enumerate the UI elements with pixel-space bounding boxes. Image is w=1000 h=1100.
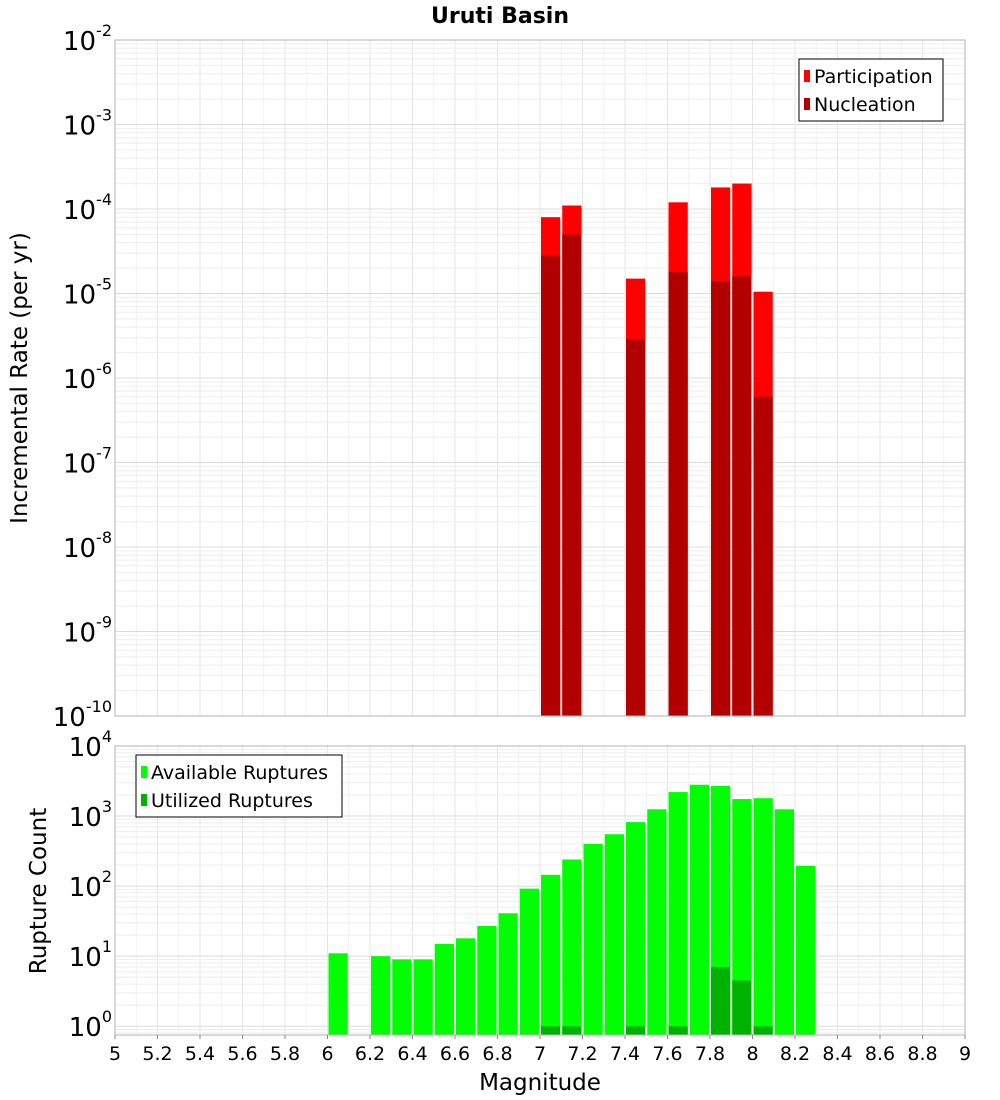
count-bar-a [477,925,497,1035]
rate-bar-b [626,338,646,716]
x-tick-label: 7 [534,1043,546,1065]
chart-title: Uruti Basin [431,4,569,29]
count-bar-a [541,874,561,1035]
x-tick-label: 8.6 [865,1043,895,1065]
count-bar-a [796,865,816,1035]
count-bar-a [328,953,348,1035]
count-y-tick-label: 104 [69,727,112,763]
x-tick-label: 5.6 [227,1043,257,1065]
count-y-tick-label: 101 [69,937,112,973]
rate-bars [541,183,773,717]
x-tick-label: 8.4 [822,1043,852,1065]
count-bar-a [668,792,688,1035]
rate-bar-b [732,276,752,716]
x-tick-label: 6.4 [397,1043,427,1065]
count-bar-a [626,822,646,1035]
rate-legend: Participation Nucleation [798,58,944,122]
magnitude-x-ticks: 5 5.2 5.4 5.6 5.8 6 6.2 6.4 6.6 6.8 7 7.2 7.4 7.6 7.8 8… [109,1035,971,1065]
count-bar-b [562,1026,582,1035]
x-tick-label: 5.8 [270,1043,300,1065]
rate-legend-swatch [804,70,810,82]
x-tick-label: 8 [746,1043,758,1065]
rate-plot: 10-10 10-9 10-8 10-7 10-6 10-5 10-4 10-3 10-2 In… [7,21,966,733]
count-bar-a [371,956,391,1035]
count-bar-a [498,913,518,1035]
count-legend-box [135,754,343,818]
x-tick-label: 5.4 [185,1043,215,1065]
count-bar-a [689,784,709,1035]
rate-plot-frame [114,39,966,717]
count-y-axis-label: Rupture Count [26,808,52,974]
count-gridlines [114,746,966,1035]
count-bar-a [774,809,794,1035]
x-tick-label: 7.6 [652,1043,682,1065]
rate-legend-box [798,58,944,122]
rate-y-tick-label: 10-3 [63,106,112,142]
x-tick-label: 5 [109,1043,121,1065]
x-tick-label: 6.2 [355,1043,385,1065]
count-bar-b [732,980,752,1035]
rate-y-tick-label: 10-10 [53,697,112,733]
x-tick-label: 7.4 [610,1043,640,1065]
rate-y-tick-label: 10-2 [63,21,112,57]
x-tick-label: 6.8 [482,1043,512,1065]
count-bar-a [647,809,667,1035]
rate-y-tick-label: 10-8 [63,528,112,564]
count-bar-a [392,959,412,1035]
rate-bar-b [668,271,688,716]
count-bar-b [668,1026,688,1035]
count-bar-a [456,938,476,1035]
count-legend: Available Ruptures Utilized Ruptures [135,754,343,818]
rate-y-tick-label: 10-9 [63,613,112,649]
count-bar-a [753,798,773,1035]
x-tick-label: 8.2 [780,1043,810,1065]
rate-y-tick-label: 10-6 [63,359,112,395]
rate-y-axis-label: Incremental Rate (per yr) [7,232,33,524]
count-bar-b [541,1026,561,1035]
count-y-ticks: 100 101 102 103 104 [69,727,112,1043]
count-y-tick-label: 102 [69,867,112,903]
rate-y-tick-label: 10-5 [63,275,112,311]
x-tick-label: 9 [959,1043,971,1065]
count-legend-label: Available Ruptures [151,762,328,784]
count-plot: 100 101 102 103 104 5 5.2 5.4 5.6 5.8 6 6.2 6.4 6.6 6… [26,727,971,1096]
count-legend-label: Utilized Ruptures [151,790,313,812]
count-bars [328,784,816,1035]
count-bar-a [604,834,624,1035]
count-bar-a [519,888,539,1035]
count-bar-a [434,943,454,1035]
x-tick-label: 8.8 [907,1043,937,1065]
count-bar-a [732,799,752,1035]
rate-legend-label: Nucleation [814,94,916,116]
rate-legend-swatch [804,98,810,110]
rate-legend-label: Participation [814,66,933,88]
x-axis-label: Magnitude [479,1070,601,1096]
count-legend-swatch [141,766,147,778]
x-tick-label: 5.2 [142,1043,172,1065]
x-tick-label: 7.8 [695,1043,725,1065]
count-bar-b [626,1026,646,1035]
count-bar-b [753,1026,773,1035]
count-y-tick-label: 103 [69,797,112,833]
rate-y-ticks: 10-10 10-9 10-8 10-7 10-6 10-5 10-4 10-3 10-2 [53,21,112,733]
count-bar-b [711,967,731,1035]
count-y-tick-label: 100 [69,1007,112,1043]
rate-bar-b [711,281,731,716]
rate-bar-b [562,234,582,717]
rate-bar-b [541,255,561,716]
count-legend-swatch [141,794,147,806]
rate-bar-b [753,396,773,716]
count-bar-a [562,859,582,1035]
rate-y-tick-label: 10-4 [63,190,112,226]
x-tick-label: 6.6 [440,1043,470,1065]
rate-gridlines [114,40,966,717]
x-tick-label: 7.2 [567,1043,597,1065]
count-bar-a [583,843,603,1035]
count-bar-a [413,959,433,1035]
x-tick-label: 6 [321,1043,333,1065]
rate-y-tick-label: 10-7 [63,444,112,480]
